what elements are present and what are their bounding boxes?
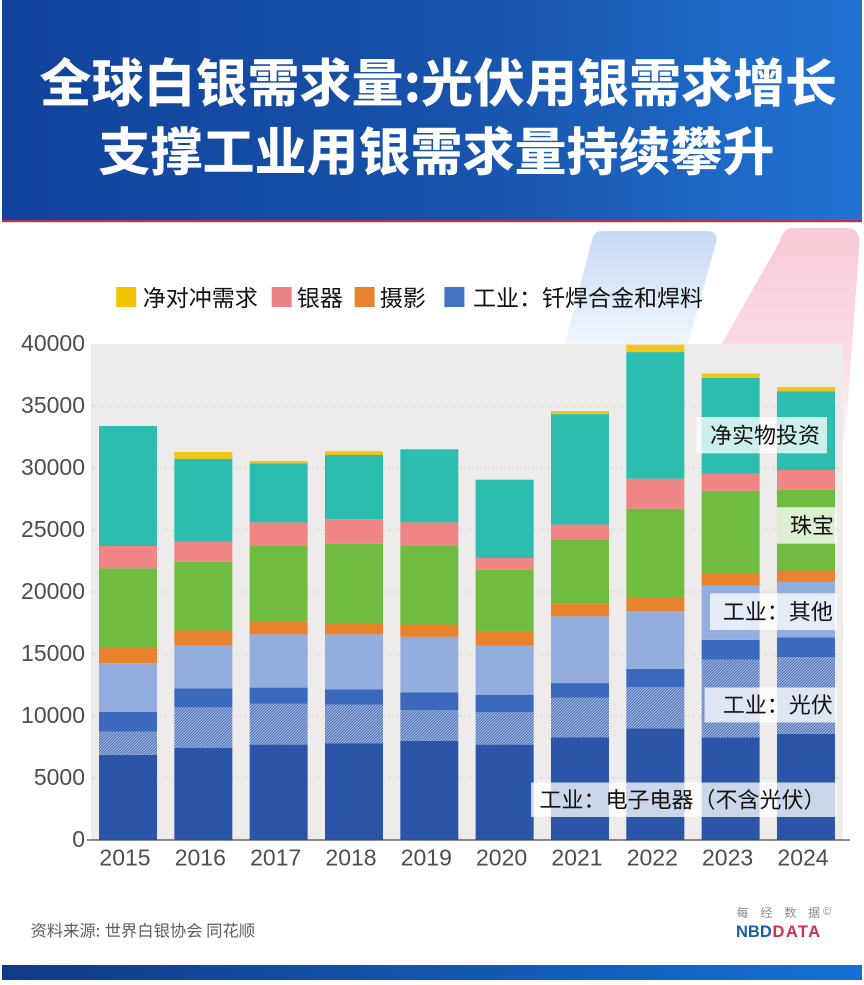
svg-text:DATA: DATA (773, 923, 822, 941)
svg-text:2022: 2022 (627, 845, 678, 871)
svg-text:2019: 2019 (401, 845, 452, 871)
svg-text:NBD: NBD (736, 923, 772, 941)
svg-text:2023: 2023 (702, 845, 753, 871)
svg-text:40000: 40000 (21, 330, 85, 356)
svg-text:10000: 10000 (21, 702, 85, 728)
svg-text:2017: 2017 (250, 845, 301, 871)
svg-text:25000: 25000 (21, 516, 85, 542)
svg-text:2018: 2018 (325, 845, 376, 871)
svg-text:2021: 2021 (551, 845, 602, 871)
svg-text:15000: 15000 (21, 640, 85, 666)
svg-text:©: © (823, 906, 831, 918)
svg-text:2020: 2020 (476, 845, 527, 871)
svg-text:2024: 2024 (777, 845, 828, 871)
svg-text:0: 0 (72, 826, 85, 852)
svg-text:20000: 20000 (21, 578, 85, 604)
svg-text:5000: 5000 (34, 764, 85, 790)
svg-text:2015: 2015 (99, 845, 150, 871)
svg-text:2016: 2016 (175, 845, 226, 871)
svg-text:30000: 30000 (21, 454, 85, 480)
svg-text:35000: 35000 (21, 392, 85, 418)
